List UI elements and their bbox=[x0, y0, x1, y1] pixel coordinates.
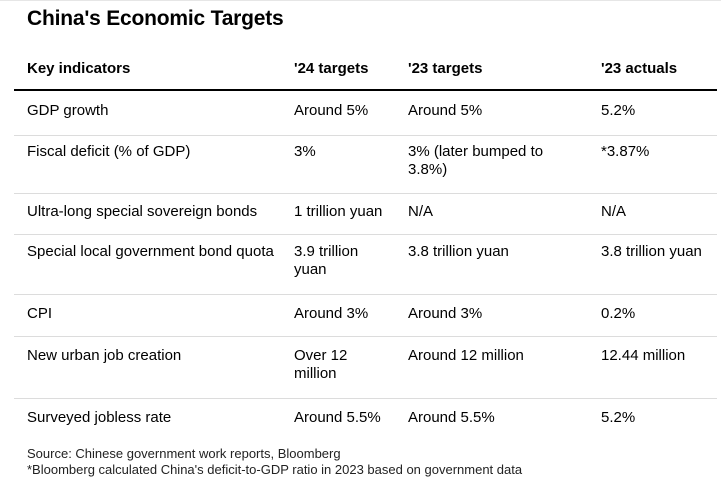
column-header-key-indicators: Key indicators bbox=[14, 47, 281, 91]
indicator-cell: CPI bbox=[14, 294, 281, 337]
target-23-cell: N/A bbox=[395, 193, 588, 235]
indicator-cell: Ultra-long special sovereign bonds bbox=[14, 193, 281, 235]
actual-23-cell: 5.2% bbox=[588, 90, 717, 136]
indicator-cell: Fiscal deficit (% of GDP) bbox=[14, 135, 281, 194]
target-24-cell: Over 12 million bbox=[281, 336, 395, 399]
target-24-cell: 1 trillion yuan bbox=[281, 193, 395, 235]
table-row: Ultra-long special sovereign bonds 1 tri… bbox=[14, 193, 717, 235]
source-note: Source: Chinese government work reports,… bbox=[27, 446, 341, 461]
table-row: Fiscal deficit (% of GDP) 3% 3% (later b… bbox=[14, 135, 717, 194]
page-title: China's Economic Targets bbox=[27, 7, 284, 30]
table-row: New urban job creation Over 12 million A… bbox=[14, 336, 717, 399]
column-header-23-actuals: '23 actuals bbox=[588, 47, 717, 91]
methodology-note: *Bloomberg calculated China's deficit-to… bbox=[27, 462, 523, 477]
actual-23-cell: 3.8 trillion yuan bbox=[588, 234, 717, 295]
table-row: CPI Around 3% Around 3% 0.2% bbox=[14, 294, 717, 337]
actual-23-cell: N/A bbox=[588, 193, 717, 235]
indicator-cell: Special local government bond quota bbox=[14, 234, 281, 295]
actual-23-cell: 5.2% bbox=[601, 409, 636, 426]
column-header-24-targets: '24 targets bbox=[281, 47, 395, 91]
top-divider bbox=[0, 0, 721, 1]
target-24-cell: Around 3% bbox=[281, 294, 395, 337]
targets-table: Key indicators '24 targets '23 targets '… bbox=[14, 47, 717, 441]
indicator-cell: New urban job creation bbox=[14, 336, 281, 399]
indicator-cell: GDP growth bbox=[14, 90, 281, 136]
actual-23-cell: 12.44 million bbox=[588, 336, 717, 399]
actual-23-cell: 0.2% bbox=[588, 294, 717, 337]
target-23-cell: 3% (later bumped to 3.8%) bbox=[395, 135, 588, 194]
actual-23-cell: *3.87% bbox=[588, 135, 717, 194]
footnotes: Source: Chinese government work reports,… bbox=[27, 446, 522, 478]
table-header-row: Key indicators '24 targets '23 targets '… bbox=[14, 47, 717, 91]
indicator-cell: Surveyed jobless rate bbox=[27, 409, 172, 426]
target-24-cell: 3.9 trillion yuan bbox=[281, 234, 395, 295]
target-23-cell: 3.8 trillion yuan bbox=[395, 234, 588, 295]
table-row: Surveyed jobless rate Around 5.5% Around… bbox=[14, 399, 717, 442]
target-24-cell: Around 5.5% bbox=[294, 409, 381, 426]
target-23-cell: Around 5% bbox=[395, 90, 588, 136]
target-24-cell: 3% bbox=[281, 135, 395, 194]
target-23-cell: Around 3% bbox=[395, 294, 588, 337]
target-23-cell: Around 12 million bbox=[395, 336, 588, 399]
table-row: Special local government bond quota 3.9 … bbox=[14, 234, 717, 295]
target-24-cell: Around 5% bbox=[281, 90, 395, 136]
table-row: GDP growth Around 5% Around 5% 5.2% bbox=[14, 90, 717, 136]
target-23-cell: Around 5.5% bbox=[408, 409, 495, 426]
column-header-23-targets: '23 targets bbox=[395, 47, 588, 91]
